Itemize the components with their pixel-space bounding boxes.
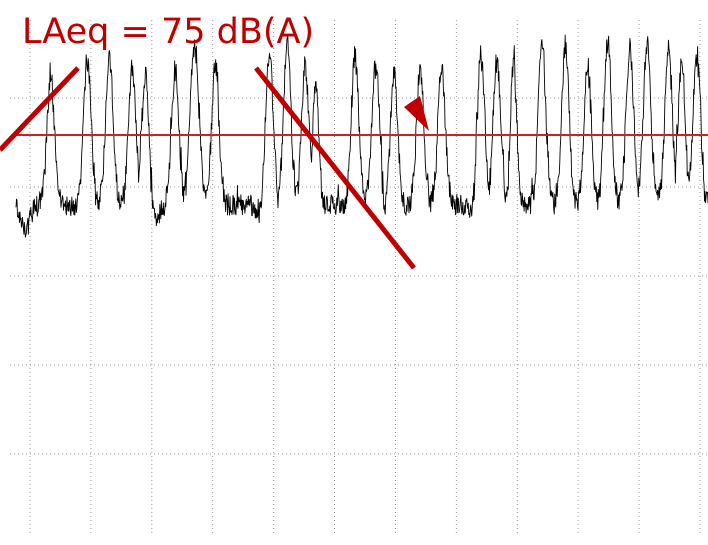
series-line-0 [15,34,708,238]
annotation-arrow-left [0,66,80,152]
annotation-arrow-right [254,66,416,270]
annotation-arrows [0,66,429,270]
series-layer [15,34,708,238]
annotation-arrow-head [404,96,429,131]
grid [10,20,708,535]
annotation-label: LAeq = 75 dB(A) [22,12,315,52]
